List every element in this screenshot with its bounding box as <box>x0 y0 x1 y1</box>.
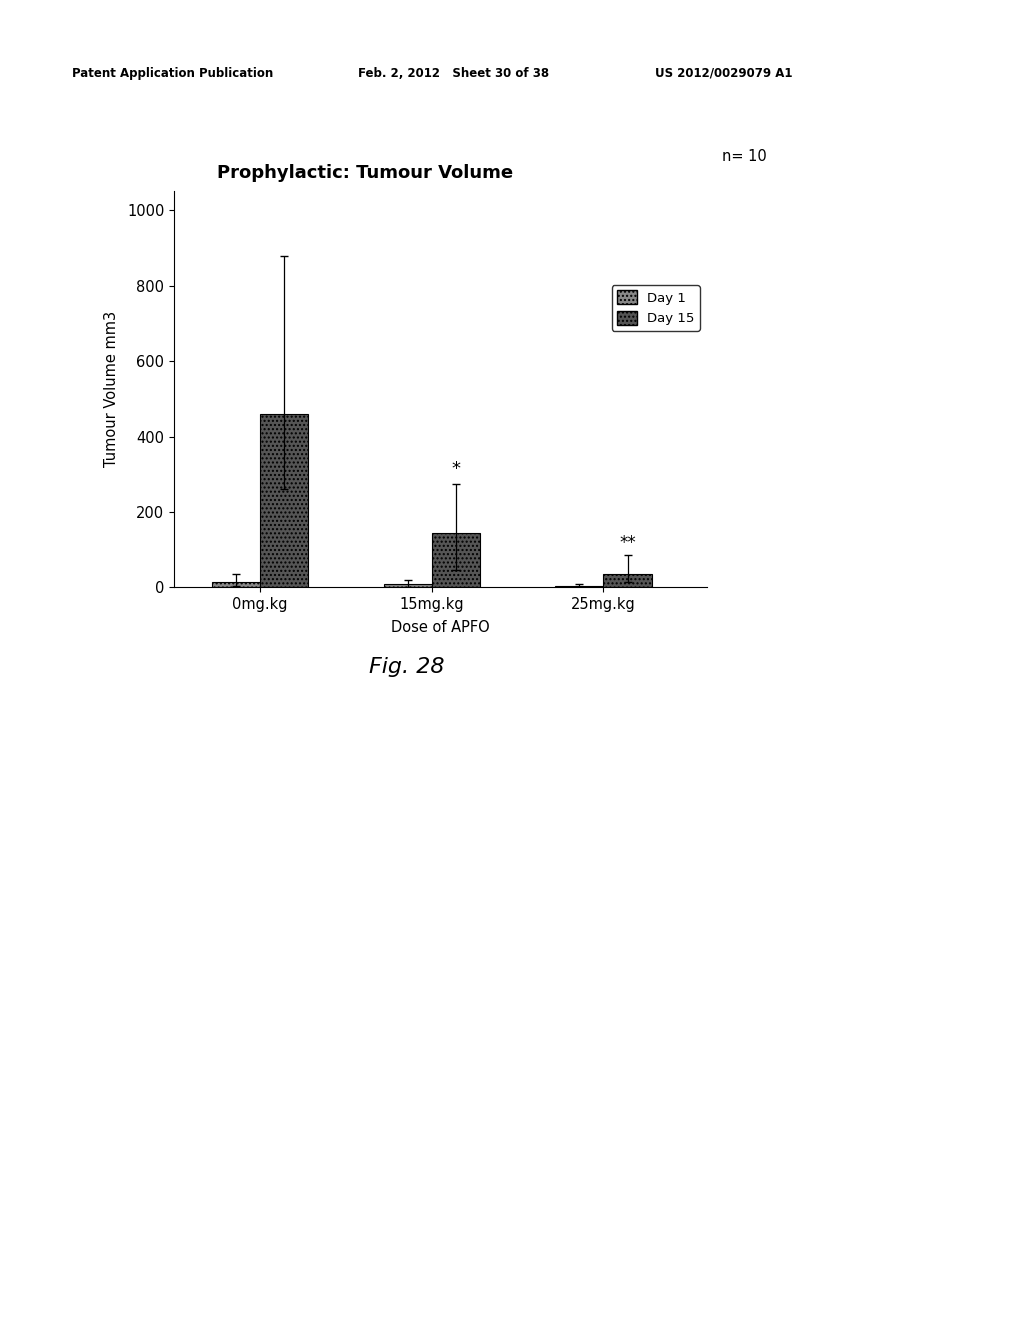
Text: *: * <box>452 461 460 478</box>
Legend: Day 1, Day 15: Day 1, Day 15 <box>611 285 700 331</box>
Bar <box>603 574 651 587</box>
Bar <box>260 414 308 587</box>
Text: **: ** <box>620 533 636 552</box>
Text: Prophylactic: Tumour Volume: Prophylactic: Tumour Volume <box>217 164 513 182</box>
Text: Fig. 28: Fig. 28 <box>369 657 444 677</box>
Text: Feb. 2, 2012   Sheet 30 of 38: Feb. 2, 2012 Sheet 30 of 38 <box>358 66 550 79</box>
X-axis label: Dose of APFO: Dose of APFO <box>391 620 489 635</box>
Bar <box>432 533 480 587</box>
Bar <box>384 585 432 587</box>
Text: n= 10: n= 10 <box>722 149 767 164</box>
Text: US 2012/0029079 A1: US 2012/0029079 A1 <box>655 66 793 79</box>
Bar <box>212 582 260 587</box>
Text: Patent Application Publication: Patent Application Publication <box>72 66 273 79</box>
Y-axis label: Tumour Volume mm3: Tumour Volume mm3 <box>103 312 119 467</box>
